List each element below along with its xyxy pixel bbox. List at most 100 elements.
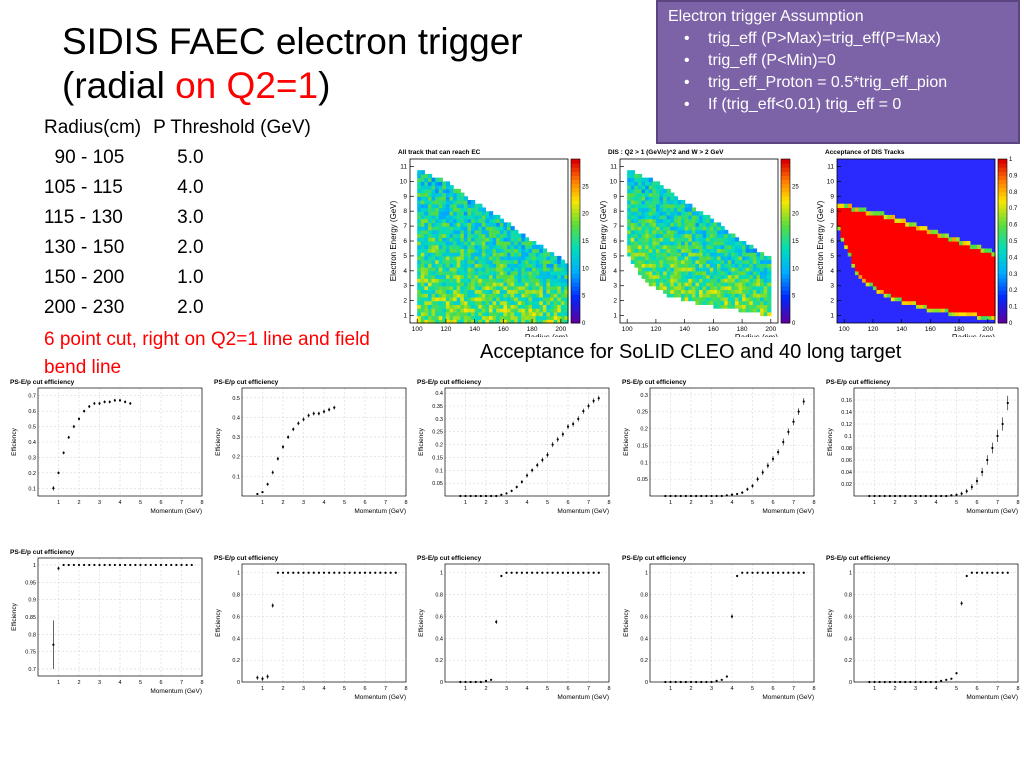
heatmap-cell: [666, 289, 671, 294]
heatmap-cell: [941, 308, 946, 313]
x-tick-label: 7: [384, 686, 387, 692]
heatmap-cell: [962, 278, 967, 283]
heatmap-cell: [659, 222, 664, 227]
heatmap-cell: [905, 252, 910, 257]
heatmap-cell: [471, 200, 476, 205]
heatmap-cell: [467, 263, 472, 268]
heatmap-cell: [467, 300, 472, 305]
heatmap-cell: [460, 293, 465, 298]
heatmap-cell: [645, 241, 650, 246]
heatmap-cell: [695, 222, 700, 227]
heatmap-cell: [503, 270, 508, 276]
heatmap-cell: [684, 289, 689, 294]
heatmap-cell: [756, 270, 761, 276]
heatmap-cell: [435, 211, 440, 216]
data-point: [159, 563, 163, 567]
data-point: [139, 563, 142, 567]
heatmap-cell: [699, 278, 704, 283]
heatmap-cell: [865, 278, 870, 283]
heatmap-cell: [517, 315, 522, 320]
heatmap-cell: [442, 185, 447, 190]
heatmap-cell: [760, 278, 765, 283]
heatmap-cell: [431, 259, 436, 264]
heatmap-cell: [456, 188, 461, 194]
heatmap-cell: [951, 278, 957, 283]
heatmap-cell: [510, 311, 515, 317]
y-tick-label: 3: [830, 283, 834, 290]
heatmap-cell: [865, 211, 870, 216]
heatmap-cell: [677, 200, 682, 205]
heatmap-cell: [431, 255, 436, 261]
heatmap-cell: [528, 267, 533, 272]
heatmap-cell: [673, 293, 679, 298]
heatmap-cell: [514, 274, 519, 279]
heatmap-cell: [937, 248, 942, 253]
heatmap-cell: [506, 229, 512, 235]
heatmap-cell: [713, 285, 718, 291]
heatmap-cell: [858, 267, 863, 272]
data-point: [103, 563, 106, 567]
heatmap-cell: [637, 181, 643, 186]
colorbar-segment: [781, 294, 790, 299]
heatmap-cell: [980, 296, 985, 302]
heatmap-cell: [901, 229, 906, 235]
heatmap-cell: [749, 304, 754, 309]
heatmap-cell: [463, 226, 469, 231]
data-point: [113, 399, 116, 402]
heatmap-cell: [673, 285, 679, 291]
heatmap-cell: [865, 274, 870, 279]
heatmap-cell: [923, 237, 928, 242]
heatmap-cell: [702, 296, 707, 302]
data-point: [520, 480, 523, 483]
heatmap-cell: [951, 244, 957, 250]
data-point: [689, 680, 693, 684]
heatmap-cell: [485, 226, 490, 231]
heatmap-cell: [442, 200, 447, 205]
heatmap-cell: [445, 304, 451, 309]
heatmap-cell: [695, 211, 700, 216]
data-point: [556, 571, 559, 574]
heatmap-cell: [652, 218, 657, 223]
heatmap-cell: [499, 300, 504, 305]
heatmap-cell: [481, 233, 487, 238]
heatmap-cell: [880, 218, 885, 223]
heatmap-cell: [564, 300, 569, 305]
heatmap-cell: [837, 211, 842, 216]
data-point: [479, 494, 482, 498]
heatmap-cell: [713, 244, 718, 250]
heatmap-cell: [987, 296, 993, 302]
heatmap-cell: [742, 263, 747, 268]
heatmap-cell: [641, 255, 646, 261]
heatmap-cell: [424, 211, 429, 216]
heatmap-cell: [933, 274, 939, 279]
heatmap-cell: [930, 233, 935, 238]
heatmap-cell: [702, 293, 707, 298]
heatmap-cell: [460, 259, 465, 264]
heatmap-cell: [499, 274, 504, 279]
heatmap-cell: [627, 211, 632, 216]
heatmap-cell: [445, 237, 451, 242]
data-point: [981, 571, 984, 574]
data-point: [597, 571, 600, 574]
heatmap-cell: [916, 255, 921, 261]
heatmap-cell: [542, 282, 548, 287]
heatmap-cell: [930, 308, 935, 313]
heatmap-cell: [467, 226, 472, 231]
heatmap-cell: [731, 237, 736, 242]
heatmap-cell: [847, 229, 852, 235]
heatmap-cell: [837, 218, 842, 223]
heatmap-cell: [637, 241, 643, 246]
heatmap-cell: [756, 300, 761, 305]
heatmap-cell: [767, 267, 772, 272]
heatmap-cell: [933, 285, 939, 291]
heatmap-cell: [677, 259, 682, 264]
heatmap-cell: [709, 278, 714, 283]
colorbar-label: 1: [1009, 157, 1013, 163]
heatmap-cell: [427, 311, 433, 317]
heatmap-cell: [492, 222, 497, 227]
heatmap-cell: [872, 274, 878, 279]
heatmap-cell: [514, 244, 519, 250]
heatmap-cell: [962, 289, 967, 294]
heatmap-cell: [489, 274, 494, 279]
